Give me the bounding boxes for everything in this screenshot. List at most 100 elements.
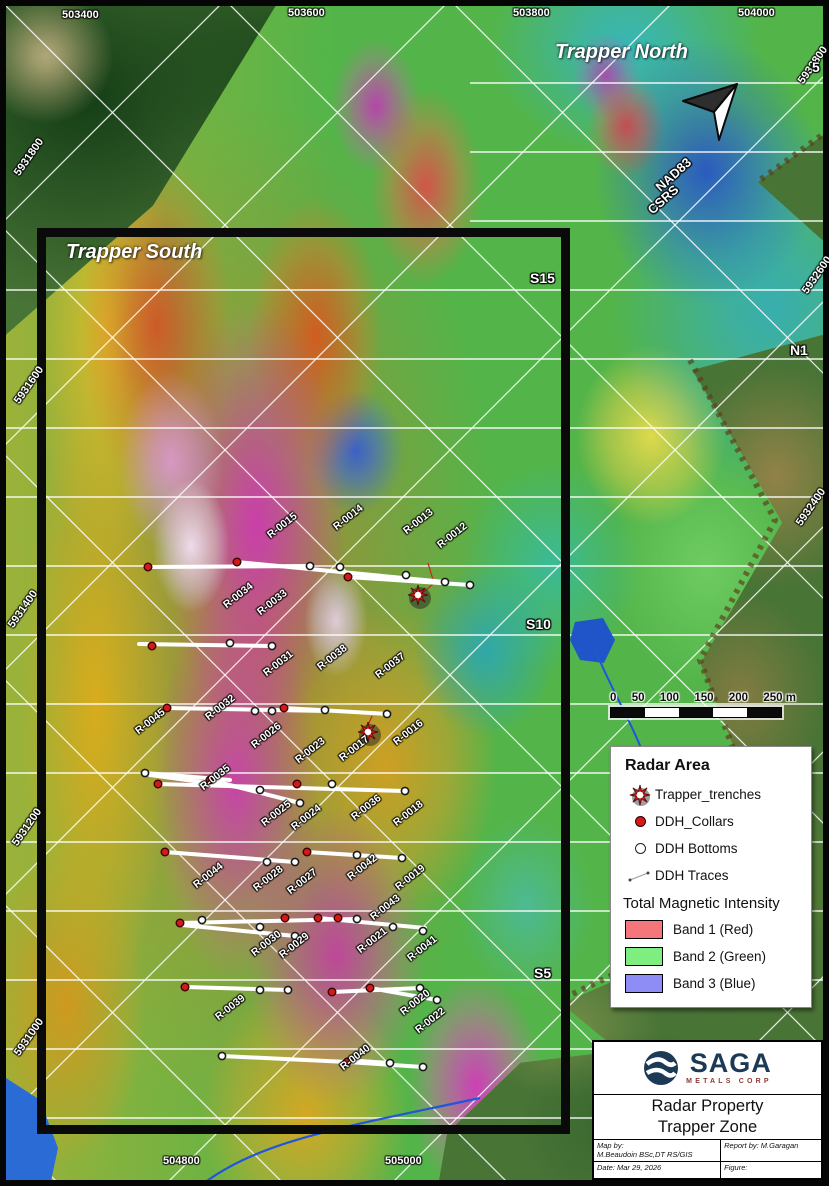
pond — [570, 618, 615, 663]
star-symbol-icon — [625, 783, 655, 807]
ddh-collar — [175, 918, 185, 928]
ddh-trace — [137, 642, 274, 648]
grid-coordinate-label: 504800 — [163, 1155, 200, 1167]
scale-tick: 100 — [659, 692, 680, 704]
ddh-bottom — [352, 850, 362, 860]
ddh-bottom — [385, 1058, 395, 1068]
scale-bar: 0 50 100 150 200 250 m — [610, 692, 796, 718]
area-name-label: Trapper North — [555, 41, 688, 63]
section-line-label: S10 — [526, 616, 551, 632]
ddh-collar — [153, 779, 163, 789]
ddh-bottom — [283, 985, 293, 995]
ddh-bottom — [250, 706, 260, 716]
map-title-line1: Radar Property — [651, 1097, 764, 1116]
scale-bar-segments — [610, 707, 782, 718]
ddh-trace — [343, 1058, 392, 1065]
ddh-collar — [333, 913, 343, 923]
ddh-bottom — [290, 931, 300, 941]
legend-item: DDH_Collars — [625, 808, 811, 835]
section-line-label: N1 — [790, 342, 808, 358]
legend-items: Trapper_trenches DDH_Collars DDH Bottoms DD… — [625, 781, 811, 889]
ddh-bottom — [352, 914, 362, 924]
river — [206, 1096, 481, 1180]
title-block: SAGA METALS CORP Radar Property Trapper … — [592, 1040, 823, 1180]
ddh-bottom — [418, 926, 428, 936]
legend-band: Band 2 (Green) — [625, 943, 811, 970]
legend-item-label: Trapper_trenches — [655, 787, 762, 802]
saga-logo: SAGA METALS CORP — [594, 1042, 821, 1094]
ddh-collar — [292, 779, 302, 789]
ddh-bottom — [290, 857, 300, 867]
company-subtitle: METALS CORP — [686, 1077, 772, 1085]
band-label: Band 3 (Blue) — [673, 976, 756, 991]
ddh-trace — [220, 1054, 349, 1064]
legend-item-label: DDH_Collars — [655, 814, 734, 829]
map-by-cell: Map by: M.Beaudoin BSc,DT RS/GIS — [594, 1140, 722, 1162]
ddh-bottom — [225, 638, 235, 648]
ddh-bottom — [255, 922, 265, 932]
section-line-label: 5 — [812, 59, 820, 75]
legend-item-label: DDH Traces — [655, 868, 729, 883]
ddh-bottom — [401, 570, 411, 580]
ddh-trace — [346, 575, 472, 587]
ddh-trace — [183, 985, 290, 992]
legend-band: Band 3 (Blue) — [625, 970, 811, 997]
trapper-south-boundary — [37, 228, 570, 1134]
ddh-bottom — [197, 915, 207, 925]
ddh-bottom — [418, 1062, 428, 1072]
ddh-bottom — [415, 983, 425, 993]
lake — [6, 1078, 58, 1180]
grid-coordinate-label: 505000 — [385, 1155, 422, 1167]
creek — [595, 651, 642, 749]
bottom-symbol-icon — [625, 843, 655, 854]
ddh-trace — [282, 706, 390, 716]
map-title: Radar Property Trapper Zone — [594, 1094, 821, 1140]
band-label: Band 2 (Green) — [673, 949, 767, 964]
saga-logo-icon — [644, 1051, 679, 1085]
scale-tick: 0 — [610, 692, 617, 704]
band-color-swatch — [625, 974, 663, 993]
collar-symbol-icon — [625, 816, 655, 827]
scale-tick: 200 — [728, 692, 749, 704]
title-block-meta: Map by: M.Beaudoin BSc,DT RS/GIS Report … — [594, 1140, 821, 1180]
grid-coordinate-label: 503600 — [288, 7, 325, 19]
trace-symbol-icon — [625, 869, 655, 883]
legend-item: DDH Bottoms — [625, 835, 811, 862]
legend-item-label: DDH Bottoms — [655, 841, 738, 856]
saga-wordmark: SAGA METALS CORP — [686, 1050, 772, 1085]
ddh-bottom — [397, 853, 407, 863]
ddh-bottom — [295, 798, 305, 808]
ddh-trace — [208, 778, 302, 805]
ddh-bottom — [140, 768, 150, 778]
ddh-bottom — [217, 1051, 227, 1061]
ddh-trace — [180, 923, 297, 938]
map-title-line2: Trapper Zone — [657, 1118, 758, 1136]
report-by-cell: Report by: M.Garagan — [721, 1140, 821, 1162]
ddh-bottom — [305, 561, 315, 571]
trench-center — [364, 728, 372, 736]
ddh-collar — [160, 847, 170, 857]
ddh-collar — [313, 913, 323, 923]
ddh-bottom — [335, 562, 345, 572]
figure-cell: Figure: — [721, 1162, 821, 1180]
section-line-label: S5 — [534, 965, 552, 981]
ddh-bottom — [267, 641, 277, 651]
legend-bands: Band 1 (Red) Band 2 (Green) Band 3 (Blue) — [625, 916, 811, 997]
ddh-collar — [143, 562, 153, 572]
ddh-bottom — [320, 705, 330, 715]
grid-coordinate-label: 504000 — [738, 7, 775, 19]
ddh-bottom — [388, 922, 398, 932]
section-line-label: S15 — [530, 270, 555, 286]
ddh-bottom — [432, 995, 442, 1005]
ddh-collar — [280, 913, 290, 923]
ddh-collar — [180, 982, 190, 992]
ddh-collar — [302, 847, 312, 857]
ddh-collar — [162, 703, 172, 713]
scale-tick: 50 — [631, 692, 645, 704]
band-color-swatch — [625, 947, 663, 966]
ddh-trace — [368, 986, 439, 1002]
band-color-swatch — [625, 920, 663, 939]
legend-title: Radar Area — [625, 757, 710, 774]
